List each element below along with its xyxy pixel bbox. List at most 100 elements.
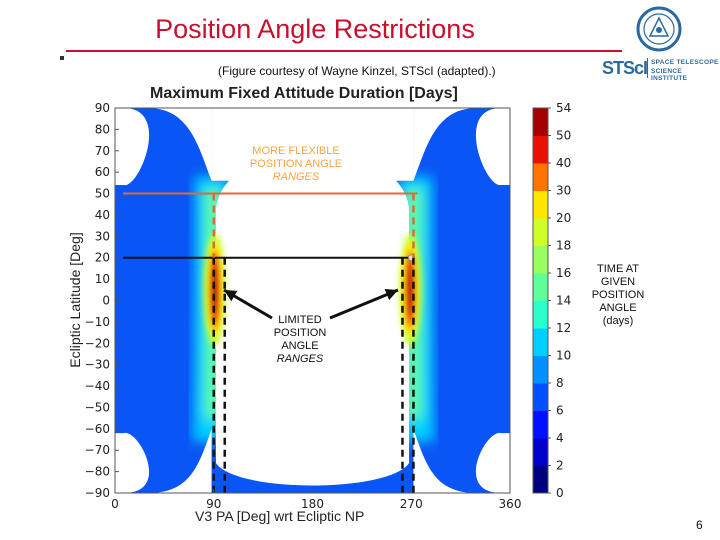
y-tick-label: 90 <box>95 101 110 115</box>
time-note-line: GIVEN <box>600 276 636 288</box>
colorbar-tick-label: 54 <box>556 101 571 115</box>
flexible-note-line: RANGES <box>272 171 320 183</box>
y-tick-label: 60 <box>95 165 110 179</box>
excluded-region <box>115 108 150 186</box>
colorbar-segment <box>533 438 548 466</box>
logo-separator <box>647 58 648 78</box>
y-tick-label: 50 <box>95 187 110 201</box>
y-tick-label: −10 <box>85 315 110 329</box>
y-tick-label: 0 <box>102 294 110 308</box>
chart-title: Maximum Fixed Attitude Duration [Days] <box>150 85 458 102</box>
excluded-region <box>215 152 410 486</box>
flexible-range-note: MORE FLEXIBLE POSITION ANGLE RANGES <box>236 145 356 184</box>
colorbar-segment <box>533 328 548 356</box>
limited-note-line: ANGLE <box>281 340 319 352</box>
y-axis-label: Ecliptic Latitude [Deg] <box>67 232 83 368</box>
hotspot-right <box>407 263 413 316</box>
slide-title: Position Angle Restrictions <box>155 14 475 44</box>
limited-note-line: LIMITED <box>278 314 322 326</box>
colorbar-tick-label: 0 <box>556 486 564 500</box>
y-tick-label: −50 <box>85 400 110 414</box>
excluded-region <box>475 108 510 186</box>
excluded-region <box>475 432 510 493</box>
stsci-seal-logo <box>636 6 682 52</box>
colorbar-tick-label: 40 <box>556 156 571 170</box>
y-tick-label: 80 <box>95 122 110 136</box>
y-tick-label: −70 <box>85 443 110 457</box>
colorbar-tick-label: 50 <box>556 129 571 143</box>
x-tick-label: 360 <box>499 497 522 511</box>
colorbar-segment <box>533 383 548 411</box>
colorbar-segment <box>533 273 548 301</box>
colorbar-tick-label: 8 <box>556 376 564 390</box>
colorbar-segment <box>533 108 548 136</box>
colorbar-note: TIME AT GIVEN POSITION ANGLE (days) <box>582 263 654 328</box>
colorbar-segment <box>533 355 548 384</box>
colorbar-segment <box>533 218 548 246</box>
stsci-wordmark: STScI <box>602 58 648 78</box>
colorbar-tick-label: 30 <box>556 184 571 198</box>
time-note-line: POSITION <box>591 289 645 301</box>
y-tick-label: 40 <box>95 208 110 222</box>
colorbar-tick-label: 4 <box>556 431 564 445</box>
colorbar-tick-label: 16 <box>556 266 571 280</box>
x-tick-label: 270 <box>400 497 423 511</box>
limited-note-line: RANGES <box>276 353 324 365</box>
axes: 90 80 70 60 50 40 30 20 10 0 −10 −20 −30 −40 −50 −60 −70… <box>85 101 522 511</box>
y-tick-label: −60 <box>85 422 110 436</box>
time-note-line: ANGLE <box>599 302 637 314</box>
colorbar-segment <box>533 135 548 164</box>
y-tick-label: 10 <box>95 272 110 286</box>
figure-credit: (Figure courtesy of Wayne Kinzel, STScI … <box>218 64 496 78</box>
limited-note-line: POSITION <box>273 327 327 339</box>
colorbar-segment <box>533 245 548 274</box>
colorbar-tick-label: 2 <box>556 459 564 473</box>
excluded-region <box>413 428 478 493</box>
logo-line-1: SPACE TELESCOPE <box>651 59 719 66</box>
excluded-region <box>413 108 478 181</box>
arrowhead <box>384 289 398 301</box>
colorbar-segment <box>533 410 548 439</box>
y-tick-label: 20 <box>95 251 110 265</box>
colorbar-tick-label: 12 <box>556 321 571 335</box>
y-tick-label: 70 <box>95 144 110 158</box>
colorbar-segment <box>533 190 548 219</box>
page-number: 6 <box>696 518 703 532</box>
y-tick-label: −40 <box>85 379 110 393</box>
colorbar: 0 2 4 6 8 10 12 14 16 18 20 30 40 50 54 <box>532 101 571 500</box>
x-tick-label: 90 <box>206 497 221 511</box>
hotspot-left <box>212 263 218 316</box>
logo-line-2: SCIENCE INSTITUTE <box>651 68 688 82</box>
x-tick-label: 0 <box>111 497 119 511</box>
colorbar-tick-label: 18 <box>556 239 571 253</box>
colorbar-segment <box>533 465 548 494</box>
annotation-arrows <box>223 288 399 320</box>
bullet-marker <box>60 56 64 60</box>
colorbar-tick-label: 20 <box>556 211 571 225</box>
plot-area <box>115 108 510 493</box>
excluded-region <box>147 428 212 493</box>
colorbar-segment <box>533 163 548 191</box>
x-axis-label: V3 PA [Deg] wrt Ecliptic NP <box>195 508 365 524</box>
time-note-line: TIME AT <box>597 263 639 275</box>
arrowhead <box>224 290 238 302</box>
y-tick-label: 30 <box>95 229 110 243</box>
arrow-line <box>329 288 399 320</box>
y-tick-label: −30 <box>85 358 110 372</box>
colorbar-tick-label: 10 <box>556 349 571 363</box>
excluded-region <box>115 432 150 493</box>
colorbar-tick-label: 6 <box>556 404 564 418</box>
time-note-line: (days) <box>602 315 634 327</box>
y-tick-label: −20 <box>85 336 110 350</box>
flexible-note-line: POSITION ANGLE <box>249 158 343 170</box>
title-divider <box>66 50 622 52</box>
excluded-region <box>147 108 212 181</box>
y-tick-label: −80 <box>85 465 110 479</box>
colorbar-segment <box>533 300 548 329</box>
x-tick-label: 180 <box>301 497 324 511</box>
flexible-note-line: MORE FLEXIBLE <box>252 145 340 157</box>
colorbar-tick-label: 14 <box>556 294 571 308</box>
y-tick-label: −90 <box>85 486 110 500</box>
limited-range-note: LIMITED POSITION ANGLE RANGES <box>260 314 340 366</box>
